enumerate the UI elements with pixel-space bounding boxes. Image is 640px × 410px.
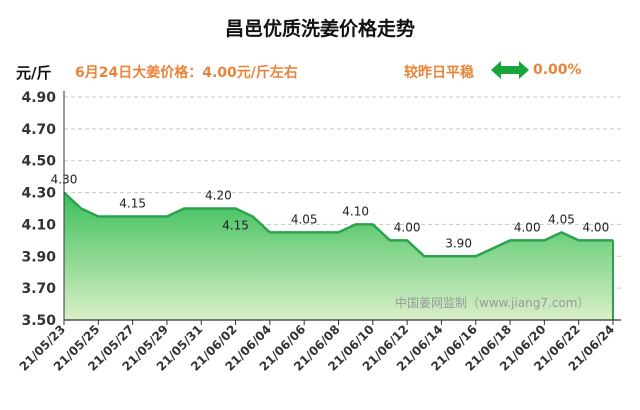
data-label: 4.00 [514, 220, 541, 234]
y-tick-label: 4.70 [21, 122, 56, 138]
y-tick-label: 3.70 [21, 281, 56, 297]
data-label: 4.15 [119, 196, 146, 210]
y-tick-label: 3.50 [21, 313, 56, 329]
price-summary: 6月24日大姜价格：4.00元/斤左右 [75, 65, 298, 81]
change-percent: 0.00% [533, 62, 582, 78]
data-label: 4.15 [222, 219, 249, 233]
y-tick-label: 4.90 [21, 90, 56, 106]
data-label: 4.00 [582, 220, 609, 234]
trend-label: 较昨日平稳 [404, 65, 474, 81]
data-label: 4.05 [291, 212, 318, 226]
data-label: 4.00 [394, 220, 421, 234]
data-label: 4.30 [51, 173, 78, 187]
y-tick-label: 4.30 [21, 186, 56, 202]
price-line [63, 191, 613, 258]
y-axis-unit: 元/斤 [16, 64, 52, 82]
double-arrow-icon [491, 61, 529, 79]
data-label: 4.10 [342, 204, 369, 218]
y-tick-label: 3.90 [21, 249, 56, 265]
data-label: 4.20 [205, 189, 232, 203]
chart-title: 昌邑优质洗姜价格走势 [224, 18, 415, 40]
data-label: 4.05 [548, 212, 575, 226]
data-label: 3.90 [445, 236, 472, 250]
y-tick-label: 4.50 [21, 154, 56, 170]
price-area-fill [64, 192, 613, 320]
watermark-text: 中国姜网监制（www.jiang7.com） [395, 295, 589, 310]
y-tick-label: 4.10 [21, 217, 56, 233]
